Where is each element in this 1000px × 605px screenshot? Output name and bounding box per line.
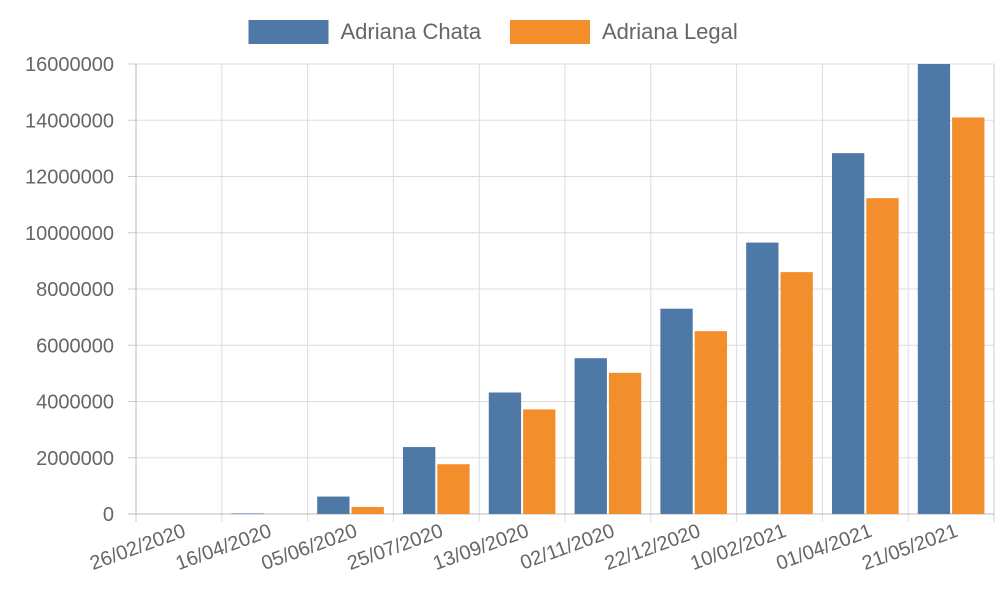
x-tick-label: 25/07/2020 [344,520,446,575]
bar-series-1 [832,153,864,514]
x-tick-label: 10/02/2021 [688,520,790,575]
bar-series-2 [437,464,469,514]
x-axis-ticks: 26/02/202016/04/202005/06/202025/07/2020… [87,520,961,575]
bar-series-2 [352,507,384,514]
bar-series-1 [575,358,607,514]
bar-series-1 [660,309,692,514]
gridlines [136,64,994,522]
y-tick-label: 2000000 [36,448,114,470]
y-tick-label: 6000000 [36,335,114,357]
y-axis-ticks: 0 2000000 4000000 6000000 8000000 10000000 120… [25,54,114,526]
bar-series-2 [781,272,813,514]
x-tick-label: 16/04/2020 [173,520,275,575]
legend-label: Adriana Legal [602,19,738,44]
x-tick-label: 26/02/2020 [87,520,189,575]
legend-swatch [249,20,329,44]
x-tick-label: 02/11/2020 [517,520,617,574]
x-tick-label: 13/09/2020 [430,520,532,575]
bar-series-1 [403,447,435,514]
y-tick-label: 4000000 [36,392,114,414]
y-tick-label: 10000000 [25,223,114,245]
legend: Adriana Chata Adriana Legal [249,19,738,44]
bar-series-1 [918,64,950,514]
x-tick-label: 05/06/2020 [259,520,361,575]
bar-series-2 [609,373,641,514]
y-tick-label: 0 [103,504,114,526]
bar-series-2 [866,198,898,514]
legend-label: Adriana Chata [341,19,482,44]
x-tick-label: 21/05/2021 [859,520,961,575]
y-tick-label: 14000000 [25,110,114,132]
bar-series-2 [952,117,984,514]
y-tick-label: 16000000 [25,54,114,76]
x-tick-label: 01/04/2021 [773,520,875,575]
bar-series-2 [523,409,555,514]
bar-series-2 [695,331,727,514]
y-tick-label: 12000000 [25,167,114,189]
legend-swatch [510,20,590,44]
x-tick-label: 22/12/2020 [602,520,704,575]
bar-series-1 [231,513,263,514]
bar-series-1 [746,243,778,514]
y-tick-label: 8000000 [36,279,114,301]
bar-series-1 [317,497,349,514]
bar-series-1 [489,393,521,515]
